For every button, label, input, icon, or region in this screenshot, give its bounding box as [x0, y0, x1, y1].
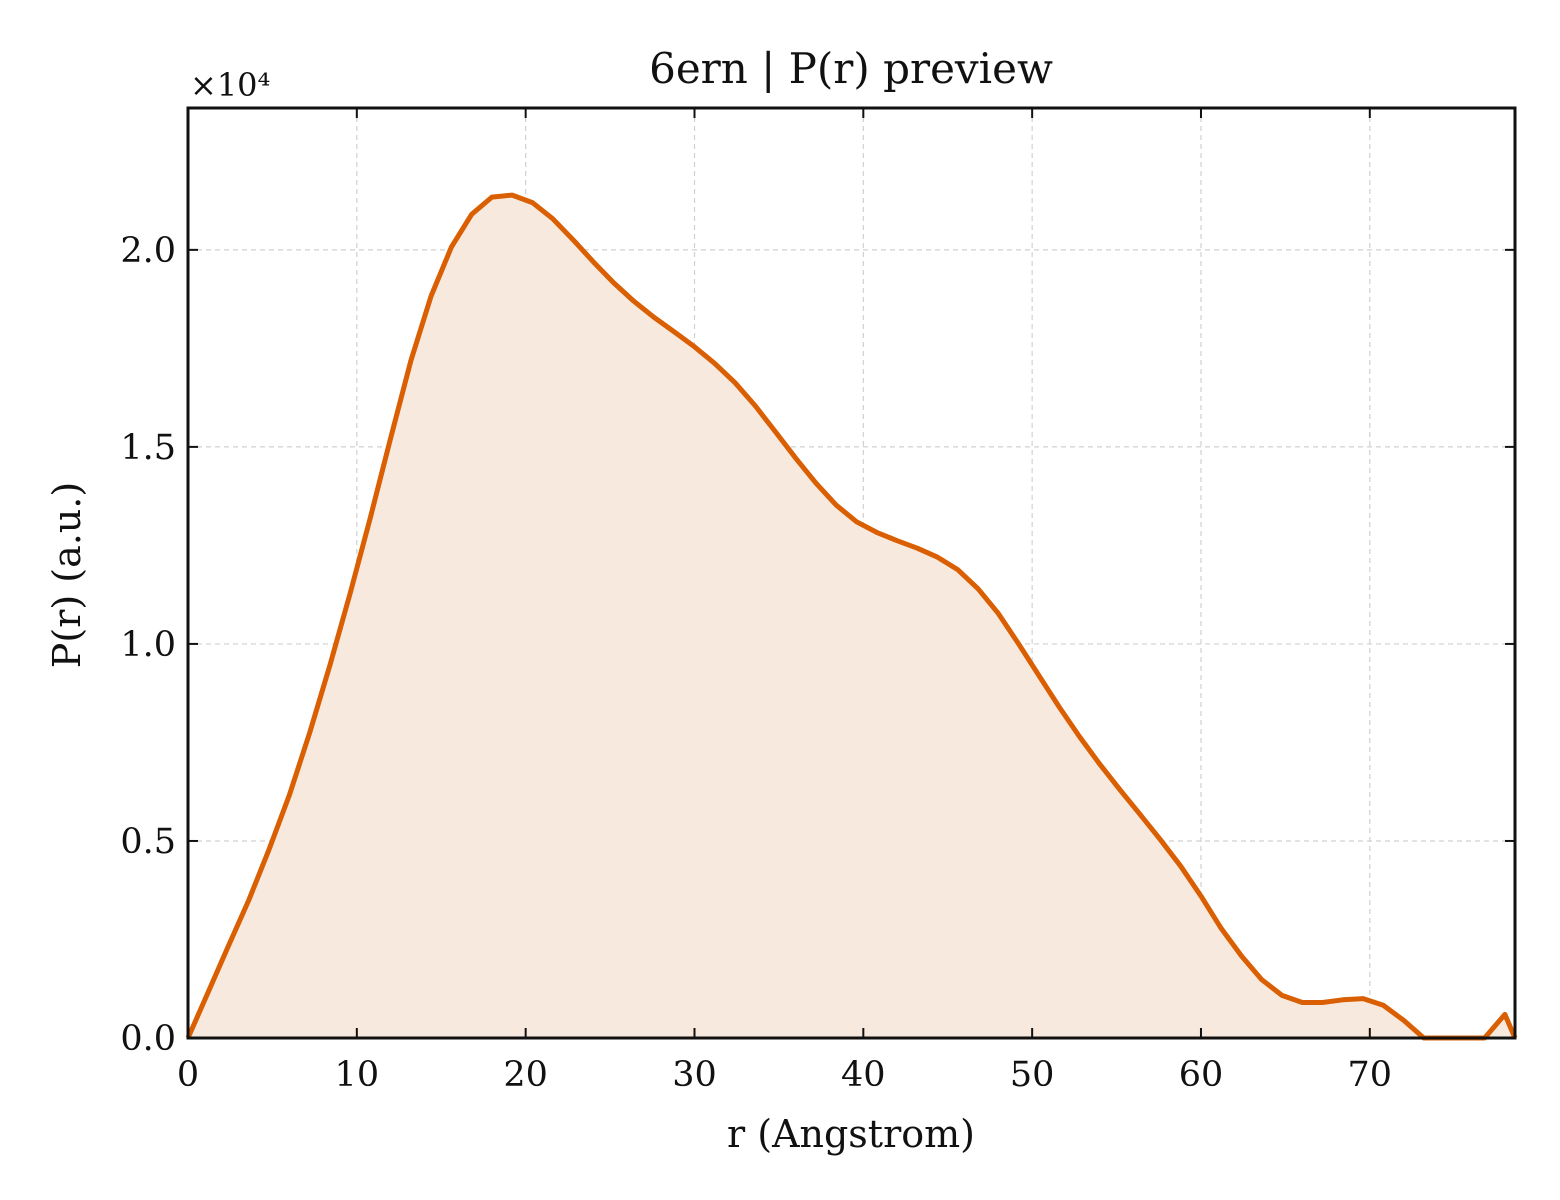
- pr-series-line: [185, 192, 1518, 1041]
- x-tick-label: 0: [177, 1055, 199, 1095]
- y-tick-label: 2.0: [120, 231, 176, 271]
- x-tick-label: 60: [1179, 1055, 1224, 1095]
- plot-frame: [186, 106, 1517, 1040]
- y-tick-label: 1.5: [120, 428, 176, 468]
- y-tick-label: 0.5: [120, 822, 176, 862]
- pr-area-fill: [188, 195, 1515, 1039]
- x-tick-label: 10: [335, 1055, 380, 1095]
- y-offset-label: ×10⁴: [190, 66, 270, 104]
- chart-title: 6ern | P(r) preview: [649, 44, 1053, 93]
- axis-ticks: 0 10 20 30 40 50 60 70 0.0 0.5 1.0 1.5 2.0: [120, 108, 1515, 1095]
- x-tick-label: 70: [1348, 1055, 1393, 1095]
- x-tick-label: 30: [672, 1055, 717, 1095]
- y-axis-label: P(r) (a.u.): [45, 482, 89, 668]
- x-tick-label: 50: [1010, 1055, 1055, 1095]
- y-tick-label: 1.0: [120, 625, 176, 665]
- x-tick-label: 20: [503, 1055, 548, 1095]
- x-tick-label: 40: [841, 1055, 886, 1095]
- y-tick-label: 0.0: [120, 1019, 176, 1059]
- x-axis-label: r (Angstrom): [727, 1112, 975, 1156]
